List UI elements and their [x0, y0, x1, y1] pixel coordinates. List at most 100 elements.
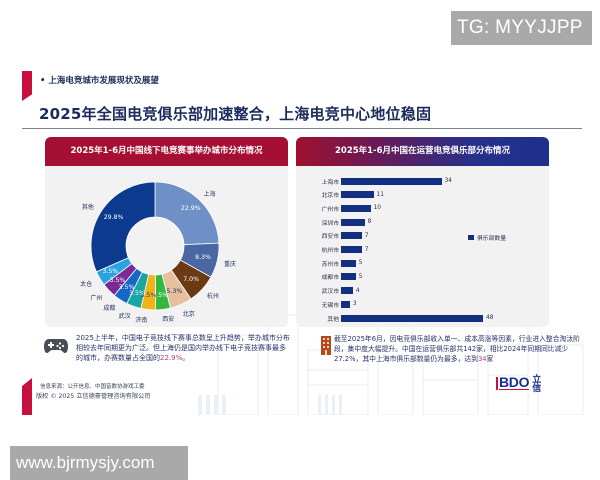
donut-chart-panel: 2025年1-6月中国线下电竞赛事举办城市分布情况 22.9% 上海 8.3% 重庆 7…: [45, 137, 288, 327]
slice-percent-label: 29.8%: [103, 214, 124, 222]
bdo-logo: BDO 立信: [496, 374, 541, 392]
bar-row: 无锡市 3: [296, 298, 357, 310]
bar-value-label: 8: [367, 219, 372, 226]
slice-category-label: 武汉: [118, 312, 131, 320]
bar-row: 北京市 11: [296, 189, 384, 201]
note-left-text: 2025上半年，中国电子竞技线下赛事总数呈上升趋势，举办城市分布相较去年同期更为…: [76, 334, 290, 362]
bar: [341, 177, 442, 185]
slice-category-label: 其他: [81, 204, 94, 212]
accent-bar-top: [22, 71, 32, 101]
slide: • 上海电竞城市发展现状及展望 2025年全国电竞俱乐部加速整合，上海电竞中心地…: [18, 65, 584, 415]
section-label: • 上海电竞城市发展现状及展望: [40, 76, 159, 86]
slice-category-label: 重庆: [224, 260, 237, 268]
bar-chart-title: 2025年1-6月中国在运营电竞俱乐部分布情况: [296, 137, 549, 166]
note-left-highlight: 22.9%: [160, 354, 183, 362]
bar-row: 深圳市 8: [296, 216, 371, 228]
bar-row: 上海市 34: [296, 175, 452, 187]
slice-category-label: 西安: [162, 316, 175, 324]
copyright: 版权 © 2025 立信德豪管理咨询有限公司: [36, 393, 151, 400]
donut-svg: [90, 181, 220, 311]
legend-swatch: [468, 235, 474, 240]
bar-value-label: 7: [364, 246, 369, 253]
slice-percent-label: 3.5%: [118, 284, 135, 292]
slice-percent-label: 8.3%: [195, 253, 211, 261]
bar-chart-panel: 2025年1-6月中国在运营电竞俱乐部分布情况 俱乐部数量 上海市 34 北京市 11…: [296, 137, 549, 327]
bar: [341, 314, 483, 322]
bar-value-label: 7: [364, 232, 369, 239]
bar-value-label: 11: [376, 191, 384, 198]
slice-percent-label: 3.5%: [102, 267, 119, 275]
bar-category-label: 成都市: [321, 275, 339, 282]
bar-value-label: 48: [486, 315, 494, 321]
bar-category-label: 无锡市: [321, 302, 339, 309]
bar: [341, 287, 353, 295]
bar-value-label: 5: [358, 260, 363, 267]
bar-category-label: 北京市: [321, 193, 339, 200]
gamepad-icon: [44, 339, 68, 353]
bar: [341, 232, 362, 240]
bar-value-label: 4: [355, 287, 360, 294]
slice-percent-label: 3.5%: [109, 276, 126, 284]
source-note: 信息来源：公开信息、中国音数协游戏工委: [40, 384, 145, 390]
donut-slice: [90, 181, 156, 273]
note-right: 截至2025年6月，因电竞俱乐部收入单一、成本高涨等因素，行业进入整合淘汰阶段，…: [334, 334, 580, 364]
slice-category-label: 济南: [135, 316, 148, 324]
note-right-text: 截至2025年6月，因电竞俱乐部收入单一、成本高涨等因素，行业进入整合淘汰阶段，…: [334, 335, 580, 363]
slice-category-label: 杭州: [206, 293, 219, 301]
bar-row: 苏州市 5: [296, 257, 362, 269]
donut-chart: 22.9% 上海 8.3% 重庆 7.0% 杭州 5.3% 北京 3.5% 西安 3.5% 济南 3.5…: [45, 166, 288, 327]
note-left-tail: 。: [182, 354, 190, 362]
watermark-top: TG: MYYJJPP: [451, 11, 592, 45]
note-left: 2025上半年，中国电子竞技线下赛事总数呈上升趋势，举办城市分布相较去年同期更为…: [76, 333, 292, 363]
slice-percent-label: 3.5%: [152, 292, 169, 300]
logo-text: BDO: [499, 374, 530, 390]
bar-category-label: 西安市: [321, 234, 339, 241]
note-right-highlight: 34: [477, 355, 487, 363]
bar-category-label: 深圳市: [321, 220, 339, 227]
bar-chart: 俱乐部数量 上海市 34 北京市 11 广州市 10 深圳市 8 西安市 7 杭州市 7 苏州市 5 成都市…: [296, 166, 549, 327]
bar-category-label: 武汉市: [321, 289, 339, 296]
accent-bar-bottom: [22, 378, 32, 415]
slice-category-label: 北京: [182, 310, 195, 318]
bar-category-label: 苏州市: [321, 261, 339, 268]
bar-row: 其他 48: [296, 312, 493, 324]
bar: [341, 273, 356, 281]
slice-percent-label: 3.5%: [129, 289, 145, 297]
bar-category-label: 上海市: [321, 179, 339, 186]
bar-category-label: 广州市: [321, 206, 339, 213]
bar: [341, 300, 350, 308]
bar-row: 成都市 5: [296, 271, 362, 283]
bar-row: 西安市 7: [296, 230, 368, 242]
bar-row: 广州市 10: [296, 202, 381, 214]
bar: [341, 259, 356, 267]
slice-category-label: 上海: [203, 191, 216, 199]
page-title: 2025年全国电竞俱乐部加速整合，上海电竞中心地位稳固: [39, 105, 432, 123]
title-divider: [22, 128, 582, 129]
bar: [341, 218, 365, 226]
slice-category-label: 成都: [103, 305, 116, 313]
legend-label: 俱乐部数量: [477, 236, 506, 242]
bar-category-label: 其他: [327, 316, 339, 323]
bar-value-label: 3: [352, 301, 357, 308]
slice-percent-label: 7.0%: [183, 276, 199, 284]
bar-value-label: 10: [373, 205, 381, 212]
building-icon: [321, 336, 331, 355]
bar-value-label: 5: [358, 273, 363, 280]
bar-category-label: 杭州市: [321, 248, 339, 254]
slice-category-label: 太仓: [80, 280, 93, 288]
bar-row: 武汉市 4: [296, 285, 360, 297]
logo-accent: [496, 376, 498, 390]
slice-category-label: 广州: [90, 294, 103, 302]
bar: [341, 204, 371, 212]
bar-chart-legend: 俱乐部数量: [468, 233, 506, 242]
donut-slice: [154, 181, 220, 246]
note-right-tail: 家: [486, 355, 494, 363]
logo-cn: 立信: [530, 374, 541, 392]
bar-value-label: 34: [444, 178, 452, 184]
cityscape-background: [198, 304, 584, 415]
slice-percent-label: 5.3%: [166, 288, 183, 296]
bar-row: 杭州市 7: [296, 244, 368, 256]
bar: [341, 246, 362, 253]
slice-percent-label: 22.9%: [180, 205, 201, 213]
watermark-bottom: www.bjrmysjy.com: [10, 446, 188, 480]
